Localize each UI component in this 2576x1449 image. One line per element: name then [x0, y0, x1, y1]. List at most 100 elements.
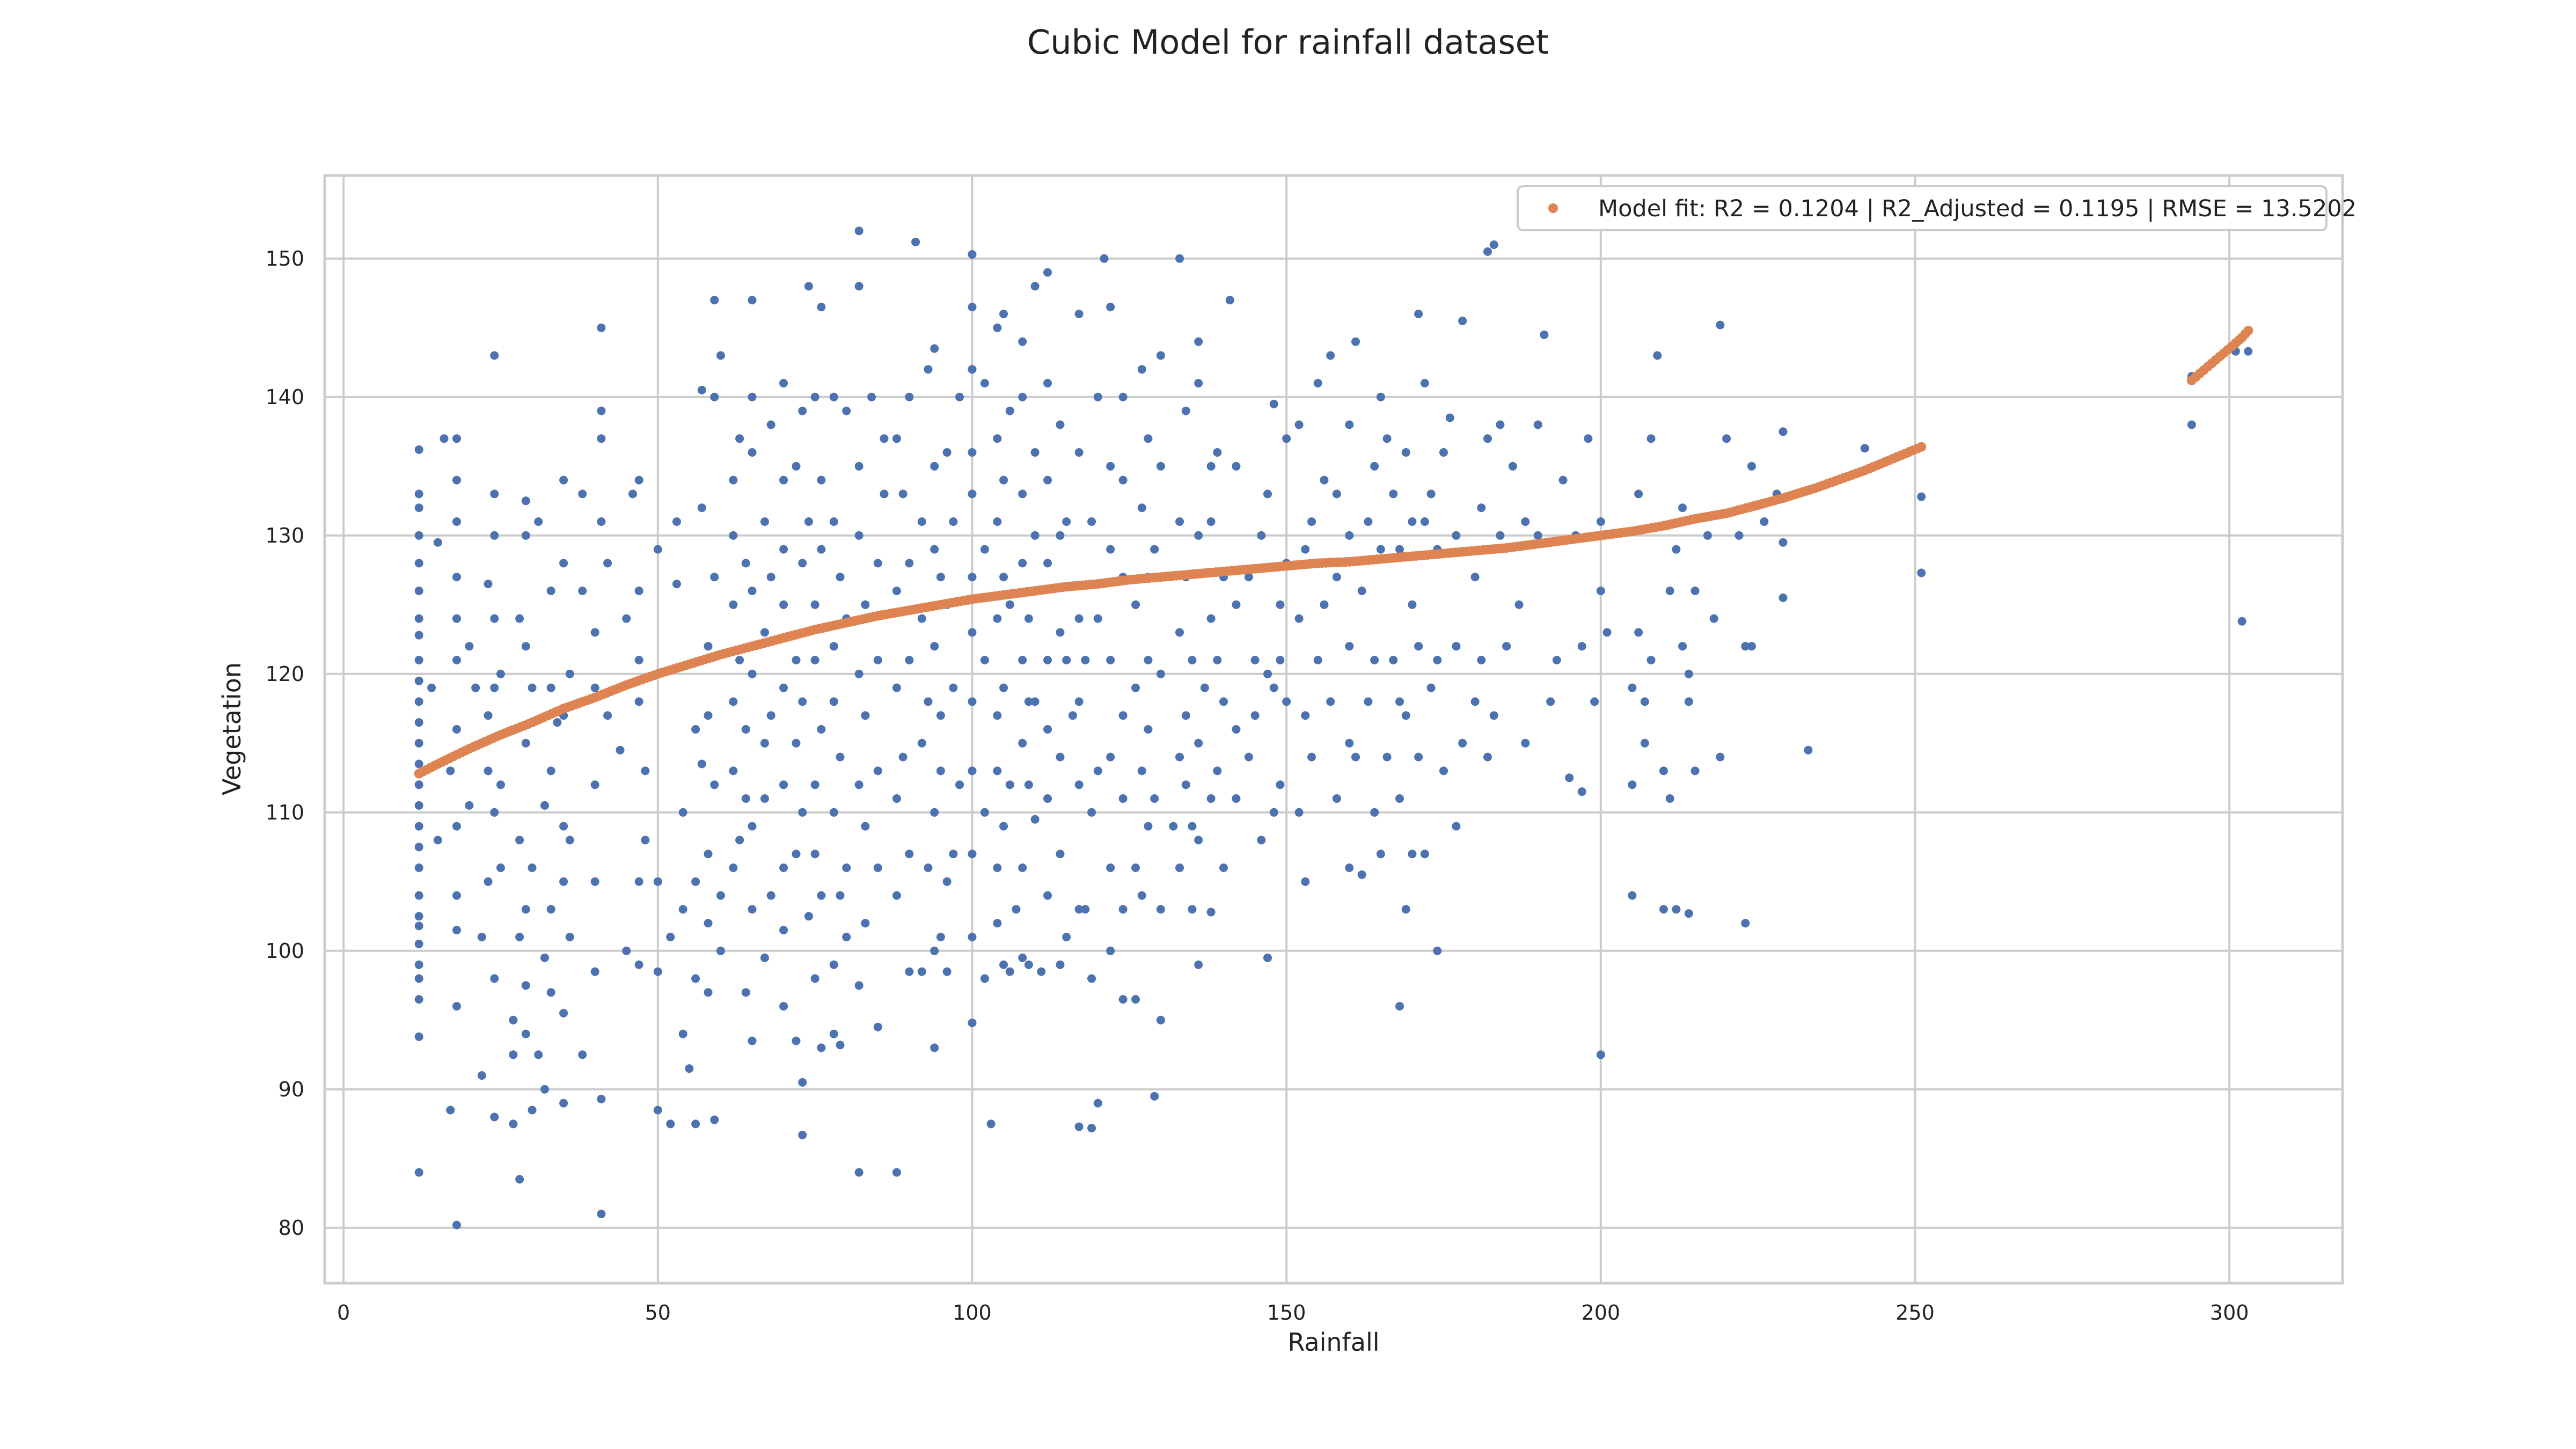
- data-point: [1194, 337, 1203, 346]
- data-point: [1596, 1050, 1605, 1059]
- data-point: [515, 1175, 524, 1184]
- data-point: [2187, 420, 2196, 429]
- data-point: [1408, 600, 1417, 609]
- model-fit-point: [901, 606, 911, 616]
- data-point: [484, 711, 493, 720]
- data-point: [446, 766, 455, 775]
- data-point: [1144, 822, 1153, 831]
- model-fit-point: [869, 612, 879, 622]
- data-point: [578, 1050, 587, 1059]
- data-point: [1389, 489, 1398, 499]
- data-point: [1219, 863, 1228, 872]
- data-point: [414, 822, 423, 831]
- data-point: [452, 614, 461, 623]
- data-point: [1074, 780, 1084, 789]
- model-fit-point: [2234, 335, 2244, 346]
- data-point: [917, 967, 926, 976]
- data-point: [792, 462, 801, 471]
- x-tick-label: 200: [1582, 1301, 1621, 1324]
- data-point: [1156, 351, 1165, 360]
- data-point: [1307, 752, 1316, 762]
- data-point: [968, 766, 977, 775]
- data-point: [905, 967, 914, 976]
- data-point: [779, 475, 788, 485]
- data-point: [414, 995, 423, 1004]
- data-point: [1345, 531, 1354, 540]
- model-fit-point: [1183, 569, 1194, 580]
- data-point: [1408, 517, 1417, 526]
- data-point: [1301, 877, 1310, 886]
- data-point: [1502, 642, 1511, 651]
- data-point: [1779, 427, 1788, 436]
- data-point: [509, 1119, 518, 1129]
- data-point: [1106, 656, 1115, 664]
- data-point: [691, 1119, 700, 1129]
- data-point: [1194, 960, 1203, 969]
- data-point: [496, 669, 505, 678]
- data-point: [1056, 420, 1065, 429]
- data-point: [861, 600, 870, 609]
- data-point: [484, 877, 493, 886]
- data-point: [1376, 850, 1385, 859]
- data-point: [1087, 517, 1096, 526]
- data-point: [936, 933, 945, 941]
- data-point: [634, 960, 643, 969]
- data-point: [1118, 794, 1128, 803]
- data-point: [1188, 822, 1197, 831]
- data-point: [641, 836, 650, 845]
- data-point: [1665, 794, 1674, 803]
- data-point: [1735, 531, 1744, 540]
- data-point: [968, 250, 977, 259]
- model-fit-point: [1529, 539, 1539, 550]
- data-point: [968, 365, 977, 374]
- data-point: [842, 933, 851, 941]
- data-point: [1169, 822, 1178, 831]
- model-fit-point: [932, 601, 942, 611]
- data-point: [653, 1106, 662, 1115]
- data-point: [1716, 320, 1725, 330]
- data-point: [766, 891, 775, 900]
- data-point: [1225, 296, 1234, 305]
- data-point: [1062, 933, 1071, 941]
- data-point: [490, 614, 499, 623]
- data-point: [817, 1043, 826, 1052]
- data-point: [597, 406, 606, 415]
- data-point: [616, 745, 625, 755]
- model-fit-point: [1309, 559, 1319, 569]
- data-point: [653, 545, 662, 554]
- data-point: [446, 1106, 455, 1115]
- data-point: [930, 545, 939, 554]
- data-point: [634, 475, 643, 485]
- data-point: [748, 392, 757, 401]
- data-point: [993, 863, 1002, 872]
- data-point: [1175, 752, 1184, 762]
- data-point: [873, 656, 882, 664]
- data-point: [565, 836, 574, 845]
- data-point: [1150, 545, 1159, 554]
- data-point: [779, 1002, 788, 1011]
- data-point: [1056, 960, 1065, 969]
- data-point: [1144, 434, 1153, 443]
- data-point: [433, 836, 442, 845]
- data-point: [924, 365, 933, 374]
- plot-frame: [323, 174, 2344, 1285]
- data-point: [829, 808, 838, 817]
- data-point: [1420, 517, 1429, 526]
- data-point: [999, 475, 1008, 485]
- data-point: [1282, 697, 1291, 706]
- data-point: [779, 926, 788, 935]
- data-point: [1508, 462, 1517, 471]
- data-point: [1741, 919, 1750, 928]
- data-point: [1005, 967, 1014, 976]
- model-fit-point: [1340, 557, 1350, 567]
- data-point: [1043, 268, 1052, 277]
- data-point: [546, 587, 555, 595]
- data-point: [1206, 517, 1216, 526]
- data-point: [873, 766, 882, 775]
- data-point: [1584, 434, 1593, 443]
- data-point: [414, 503, 423, 513]
- model-fit-point: [1372, 554, 1382, 565]
- data-point: [1370, 462, 1379, 471]
- data-point: [892, 683, 901, 692]
- data-point: [678, 905, 687, 914]
